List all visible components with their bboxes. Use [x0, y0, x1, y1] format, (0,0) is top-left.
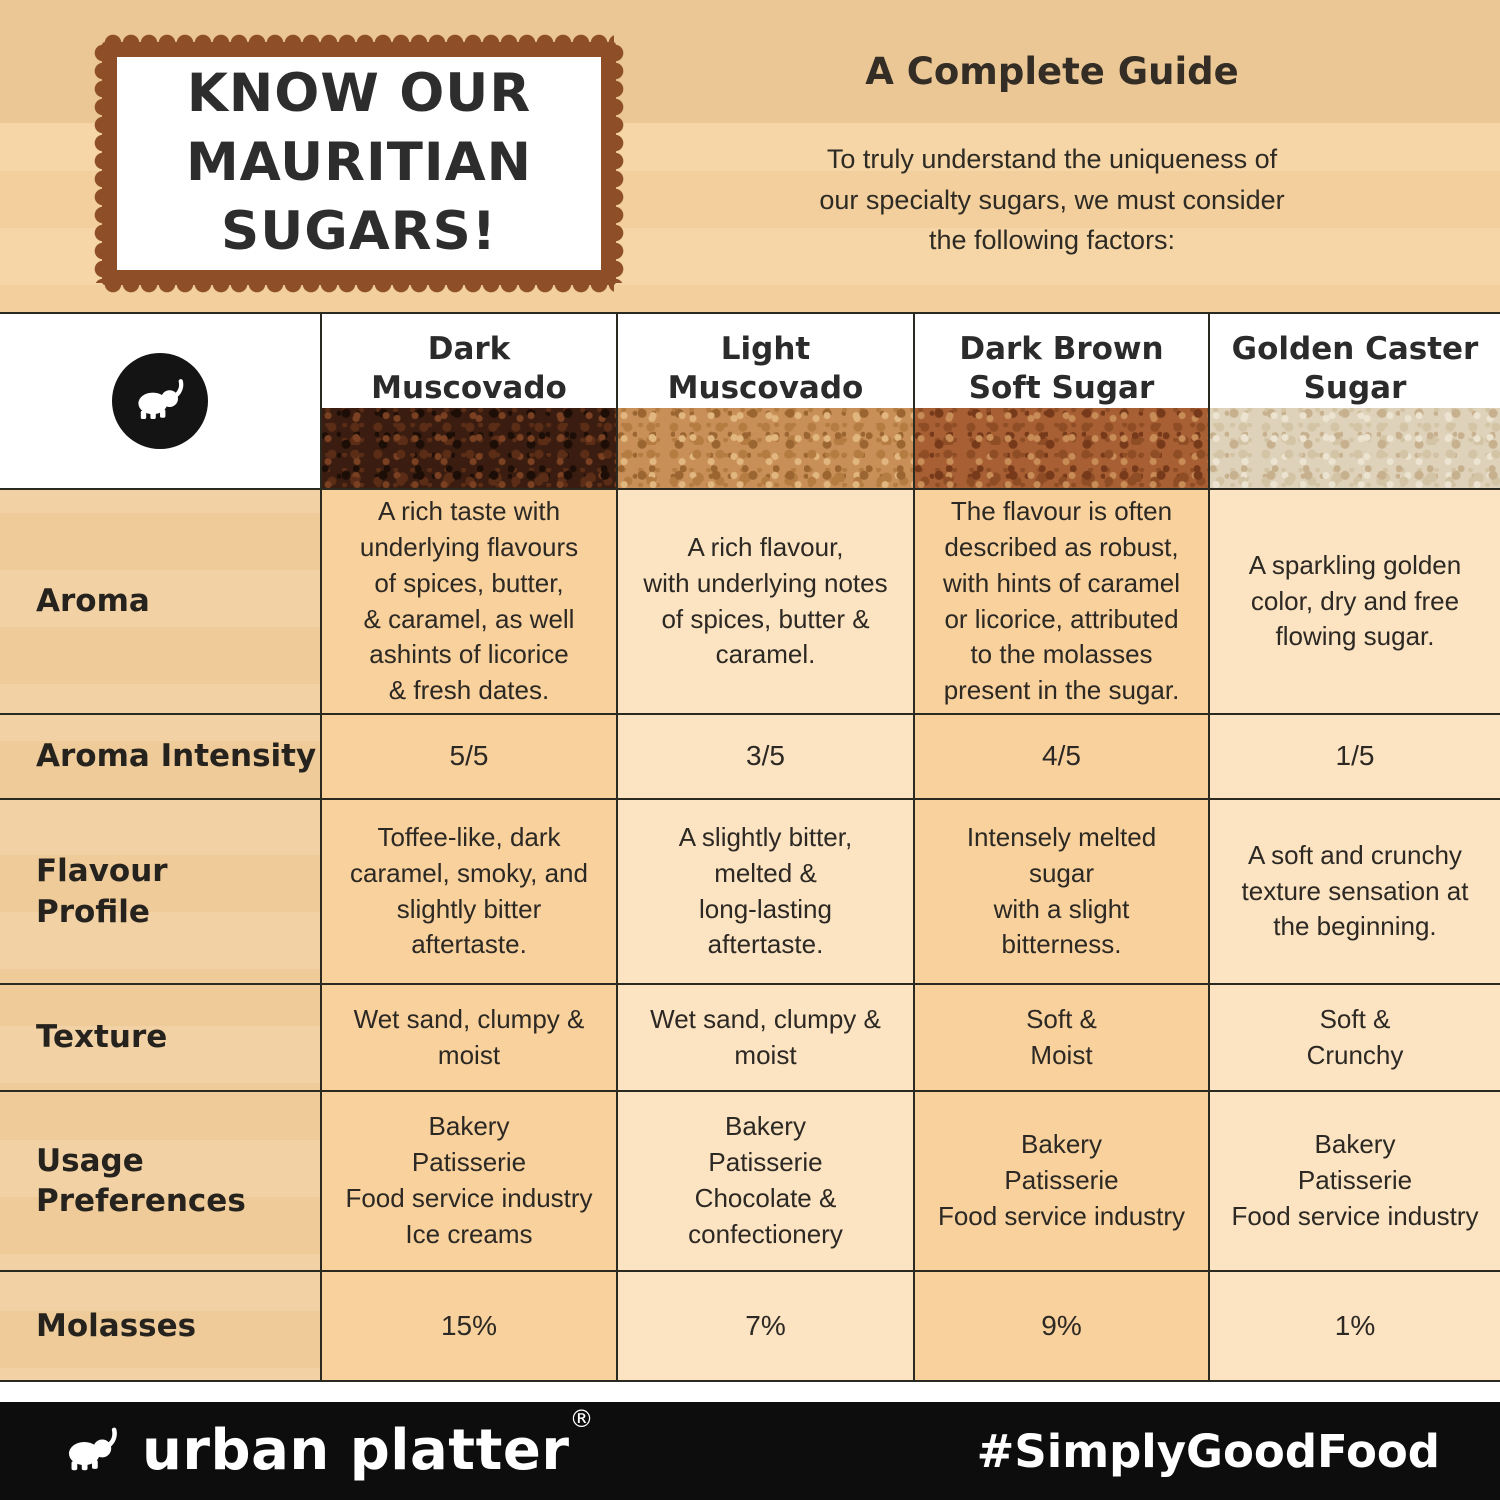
brand-hashtag: #SimplyGoodFood — [976, 1424, 1440, 1478]
table-cell: 5/5 — [322, 715, 618, 800]
stamp-scallop-left — [94, 44, 103, 283]
table-cell: 3/5 — [618, 715, 915, 800]
footer-separator — [0, 1382, 1500, 1402]
column-title: Light Muscovado — [667, 331, 864, 406]
column-header-light-muscovado: Light Muscovado — [618, 314, 915, 490]
table-cell: 15% — [322, 1272, 618, 1380]
stamp-scallop-bottom — [104, 284, 614, 293]
table-cell: A slightly bitter, melted & long-lasting… — [618, 800, 915, 985]
column-title: Dark Muscovado — [371, 331, 567, 406]
table-cell: Bakery Patisserie Chocolate & confection… — [618, 1092, 915, 1272]
table-cell: Bakery Patisserie Food service industry — [915, 1092, 1210, 1272]
table-cell: Wet sand, clumpy & moist — [322, 985, 618, 1092]
stamp-inner: KNOW OUR MAURITIAN SUGARS! — [117, 57, 601, 270]
column-header-dark-brown-soft-sugar: Dark Brown Soft Sugar — [915, 314, 1210, 490]
table-cell: A soft and crunchy texture sensation at … — [1210, 800, 1500, 985]
column-header-dark-muscovado: Dark Muscovado — [322, 314, 618, 490]
brand-name: urban platter® — [142, 1405, 594, 1483]
table-cell: 9% — [915, 1272, 1210, 1380]
table-corner-logo-cell — [0, 314, 322, 490]
table-cell: A sparkling golden color, dry and free f… — [1210, 490, 1500, 715]
table-cell: Bakery Patisserie Food service industry — [1210, 1092, 1500, 1272]
dark-brown-soft-sugar-photo — [915, 407, 1208, 488]
column-header-golden-caster-sugar: Golden Caster Sugar — [1210, 314, 1500, 490]
table-cell: 7% — [618, 1272, 915, 1380]
row-label-molasses: Molasses — [0, 1272, 322, 1380]
table-cell: A rich flavour, with underlying notes of… — [618, 490, 915, 715]
guide-body-text: To truly understand the uniqueness of ou… — [819, 144, 1285, 255]
stamp-scallop-right — [615, 44, 624, 283]
table-cell: 1% — [1210, 1272, 1500, 1380]
registered-trademark-symbol: ® — [569, 1405, 594, 1434]
row-label-texture: Texture — [0, 985, 322, 1092]
row-label-aroma-intensity: Aroma Intensity — [0, 715, 322, 800]
elephant-icon — [138, 379, 184, 419]
footer-bar: urban platter® #SimplyGoodFood — [0, 1402, 1500, 1500]
column-title: Dark Brown Soft Sugar — [959, 331, 1164, 406]
table-cell: Soft & Moist — [915, 985, 1210, 1092]
table-cell: Wet sand, clumpy & moist — [618, 985, 915, 1092]
table-cell: Soft & Crunchy — [1210, 985, 1500, 1092]
top-section: KNOW OUR MAURITIAN SUGARS! A Complete Gu… — [0, 0, 1500, 312]
table-cell: The flavour is often described as robust… — [915, 490, 1210, 715]
table-cell: 4/5 — [915, 715, 1210, 800]
column-title: Golden Caster Sugar — [1231, 331, 1479, 406]
page-title: KNOW OUR MAURITIAN SUGARS! — [186, 63, 532, 262]
elephant-icon — [68, 1427, 117, 1471]
light-muscovado-sugar-photo — [618, 407, 913, 488]
guide-title: A Complete Guide — [865, 50, 1239, 93]
row-label-aroma: Aroma — [0, 490, 322, 715]
guide-intro: A Complete Guide To truly understand the… — [702, 0, 1402, 261]
table-cell: 1/5 — [1210, 715, 1500, 800]
dark-muscovado-sugar-photo — [322, 407, 616, 488]
table-cell: Intensely melted sugar with a slight bit… — [915, 800, 1210, 985]
title-stamp: KNOW OUR MAURITIAN SUGARS! — [94, 34, 624, 293]
golden-caster-sugar-photo — [1210, 407, 1500, 488]
stamp-scallop-top — [104, 34, 614, 43]
row-label-usage-preferences: Usage Preferences — [0, 1092, 322, 1272]
sugar-comparison-table: Dark Muscovado Light Muscovado Dark Brow… — [0, 312, 1500, 1382]
table-cell: A rich taste with underlying flavours of… — [322, 490, 618, 715]
table-cell: Toffee-like, dark caramel, smoky, and sl… — [322, 800, 618, 985]
urban-platter-logo — [112, 353, 208, 449]
row-label-flavour-profile: Flavour Profile — [0, 800, 322, 985]
table-cell: Bakery Patisserie Food service industry … — [322, 1092, 618, 1272]
brand-lockup: urban platter® — [60, 1405, 594, 1483]
